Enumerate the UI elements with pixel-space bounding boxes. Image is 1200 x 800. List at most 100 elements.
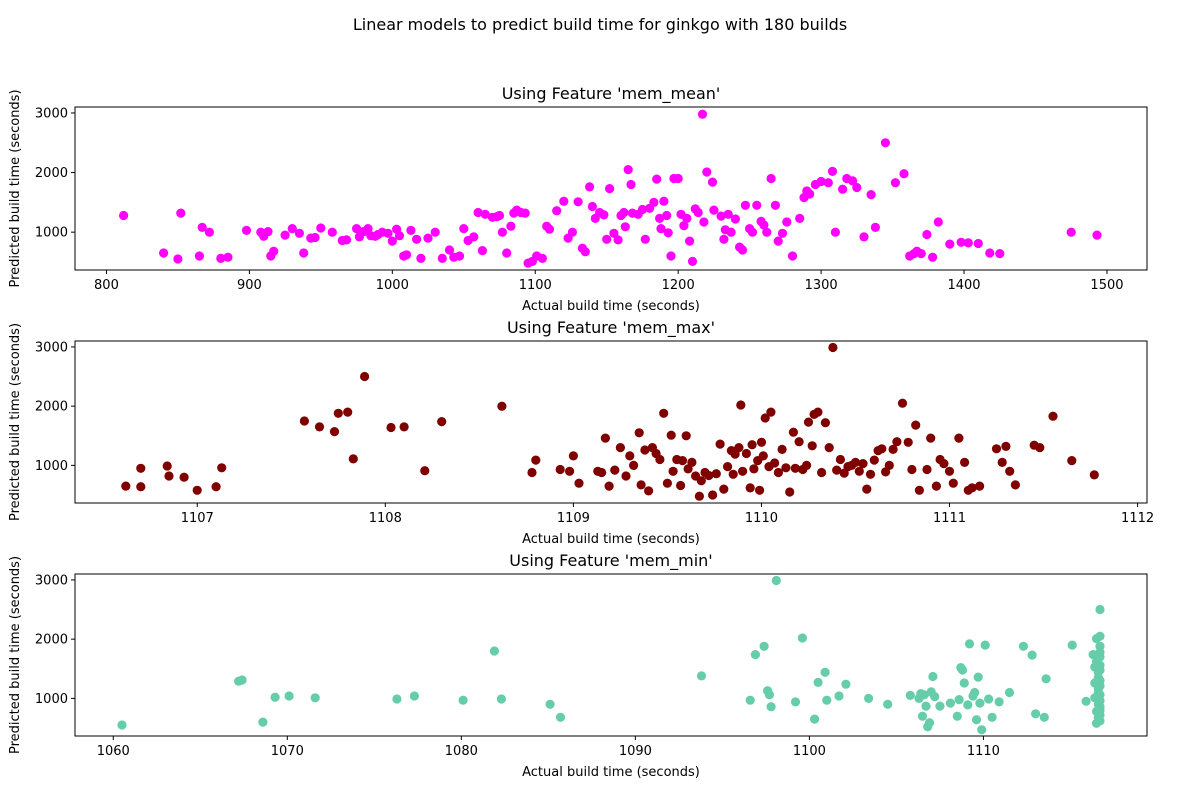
data-point	[766, 173, 776, 184]
data-point	[270, 692, 280, 702]
data-point	[994, 697, 1004, 707]
data-point	[945, 698, 956, 708]
data-point	[580, 247, 590, 257]
data-point	[830, 227, 841, 237]
x-tick-label: 1300	[805, 278, 838, 293]
x-tick-label: 800	[94, 278, 119, 293]
figure-suptitle: Linear models to predict build time for …	[353, 15, 847, 34]
data-point	[352, 224, 362, 234]
data-point	[1067, 640, 1077, 650]
data-point	[1010, 480, 1021, 490]
data-point	[921, 701, 931, 711]
data-point	[173, 254, 183, 264]
data-point	[668, 466, 678, 476]
data-point	[1041, 674, 1051, 684]
data-point	[723, 209, 733, 219]
data-point	[454, 251, 465, 261]
data-point	[679, 221, 689, 231]
data-point	[987, 712, 997, 722]
data-point	[117, 720, 127, 730]
x-tick-label: 1400	[947, 278, 980, 293]
x-axis-label: Actual build time (seconds)	[522, 299, 700, 314]
data-point	[676, 480, 686, 491]
data-point	[666, 251, 676, 261]
data-point	[711, 469, 721, 479]
data-point	[738, 466, 748, 476]
data-point	[1089, 470, 1099, 480]
data-point	[794, 437, 804, 447]
data-point	[444, 245, 455, 255]
data-point	[850, 457, 861, 467]
data-point	[506, 221, 516, 231]
data-point	[777, 228, 788, 238]
data-point	[423, 233, 433, 243]
data-point	[363, 224, 373, 234]
data-point	[719, 484, 729, 494]
data-point	[939, 459, 949, 469]
data-point	[736, 400, 746, 410]
data-point	[621, 471, 631, 481]
data-point	[662, 210, 672, 221]
data-point	[773, 236, 783, 246]
data-point	[963, 700, 973, 710]
data-point	[914, 485, 925, 495]
data-point	[656, 224, 666, 234]
data-point	[659, 196, 669, 206]
data-point	[640, 234, 650, 244]
data-point	[816, 176, 826, 187]
data-point	[945, 239, 955, 249]
data-point	[605, 184, 615, 194]
data-point	[777, 444, 787, 454]
data-point	[716, 211, 726, 221]
data-point	[1081, 696, 1091, 706]
data-point	[502, 248, 512, 258]
data-point	[877, 444, 887, 454]
data-point	[759, 641, 769, 651]
data-point	[719, 234, 729, 244]
data-point	[613, 235, 623, 245]
data-point	[926, 433, 936, 443]
data-point	[797, 633, 808, 643]
data-point	[752, 200, 762, 210]
data-point	[634, 428, 644, 438]
data-point	[176, 208, 186, 218]
data-point	[954, 695, 964, 705]
data-point	[905, 690, 915, 701]
y-tick-label: 2000	[35, 166, 68, 181]
x-tick-label: 1107	[181, 511, 214, 526]
data-point	[383, 228, 393, 238]
data-point	[964, 639, 975, 649]
data-point	[749, 464, 759, 474]
data-point	[644, 486, 654, 496]
data-point	[707, 177, 718, 187]
x-tick-label: 1110	[745, 511, 778, 526]
data-point	[263, 227, 273, 237]
data-point	[967, 483, 977, 493]
data-point	[977, 725, 987, 735]
data-point	[957, 665, 968, 675]
data-point	[699, 217, 709, 227]
data-point	[766, 702, 776, 712]
data-point	[314, 422, 325, 432]
data-point	[121, 481, 131, 491]
data-point	[1095, 702, 1105, 712]
x-tick-label: 1100	[519, 278, 552, 293]
data-point	[555, 712, 566, 722]
data-point	[694, 491, 705, 501]
data-point	[1092, 230, 1102, 240]
data-point	[762, 227, 772, 237]
data-point	[883, 699, 893, 709]
data-point	[1095, 604, 1105, 615]
y-tick-label: 3000	[35, 106, 68, 121]
x-axis-label: Actual build time (seconds)	[522, 532, 700, 547]
y-tick-label: 2000	[35, 633, 68, 648]
data-point	[858, 459, 868, 469]
x-tick-label: 1108	[369, 511, 402, 526]
data-point	[848, 176, 858, 186]
data-point	[655, 454, 665, 465]
subplot-1: Using Feature 'mem_mean' 800 900 1000 1100 12…	[8, 84, 1148, 314]
data-point	[852, 182, 862, 193]
data-point	[758, 451, 768, 461]
data-point	[681, 431, 691, 441]
data-point	[870, 222, 881, 232]
